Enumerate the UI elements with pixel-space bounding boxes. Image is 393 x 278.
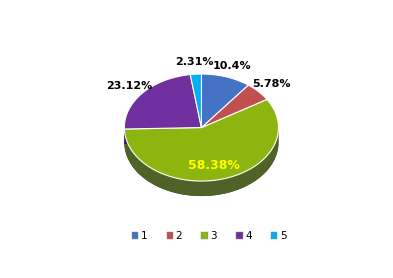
Polygon shape bbox=[124, 128, 202, 144]
Text: 5.78%: 5.78% bbox=[252, 79, 290, 89]
Polygon shape bbox=[124, 75, 202, 129]
Text: 1: 1 bbox=[141, 231, 147, 241]
Bar bbox=[202, 232, 208, 239]
Bar bbox=[167, 232, 173, 239]
Bar bbox=[236, 232, 242, 239]
Text: 2.31%: 2.31% bbox=[175, 58, 214, 68]
Polygon shape bbox=[124, 128, 279, 196]
Polygon shape bbox=[124, 128, 202, 144]
Text: 10.4%: 10.4% bbox=[212, 61, 251, 71]
Polygon shape bbox=[124, 100, 279, 181]
Text: 58.38%: 58.38% bbox=[188, 159, 240, 172]
Text: 2: 2 bbox=[176, 231, 182, 241]
Bar bbox=[132, 232, 138, 239]
Bar bbox=[271, 232, 277, 239]
Text: 5: 5 bbox=[280, 231, 286, 241]
Polygon shape bbox=[202, 85, 267, 128]
Polygon shape bbox=[202, 74, 248, 128]
Polygon shape bbox=[124, 128, 279, 196]
Polygon shape bbox=[190, 74, 202, 128]
Text: 3: 3 bbox=[210, 231, 217, 241]
Text: 4: 4 bbox=[245, 231, 252, 241]
Text: 23.12%: 23.12% bbox=[107, 81, 152, 91]
